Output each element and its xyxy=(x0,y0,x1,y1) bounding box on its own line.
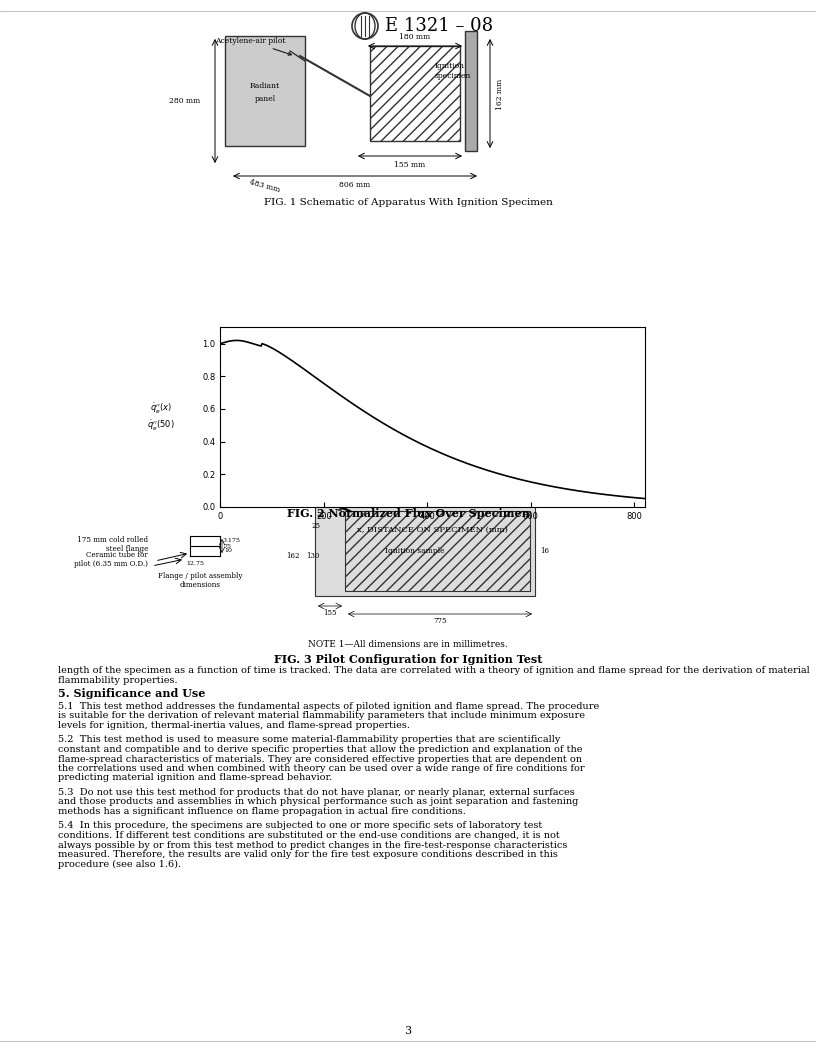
Text: 75: 75 xyxy=(224,544,232,548)
Text: Radiant: Radiant xyxy=(250,82,280,90)
Text: 162 mm: 162 mm xyxy=(496,78,504,110)
Text: 16: 16 xyxy=(540,547,549,555)
Text: 180 mm: 180 mm xyxy=(399,33,431,41)
Text: NOTE 1—All dimensions are in millimetres.: NOTE 1—All dimensions are in millimetres… xyxy=(308,640,508,649)
Text: Acetylene-air pilot: Acetylene-air pilot xyxy=(215,37,291,55)
Text: conditions. If different test conditions are substituted or the end-use conditio: conditions. If different test conditions… xyxy=(58,831,560,840)
Text: length of the specimen as a function of time is tracked. The data are correlated: length of the specimen as a function of … xyxy=(58,666,809,685)
Text: always possible by or from this test method to predict changes in the fire-test-: always possible by or from this test met… xyxy=(58,841,567,849)
Text: 483 mm: 483 mm xyxy=(249,178,282,194)
Bar xyxy=(225,36,305,146)
Text: Ceramic tube for
pilot (6.35 mm O.D.): Ceramic tube for pilot (6.35 mm O.D.) xyxy=(74,551,148,568)
Text: 3.175: 3.175 xyxy=(222,538,240,543)
Text: FIG. 1 Schematic of Apparatus With Ignition Specimen: FIG. 1 Schematic of Apparatus With Ignit… xyxy=(264,199,552,207)
Bar xyxy=(345,511,530,591)
Bar xyxy=(465,31,477,151)
Text: flame-spread characteristics of materials. They are considered effective propert: flame-spread characteristics of material… xyxy=(58,754,582,763)
Text: E 1321 – 08: E 1321 – 08 xyxy=(385,17,493,35)
Text: 5.4  In this procedure, the specimens are subjected to one or more specific sets: 5.4 In this procedure, the specimens are… xyxy=(58,822,543,830)
Text: methods has a significant influence on flame propagation in actual fire conditio: methods has a significant influence on f… xyxy=(58,807,466,816)
Text: Flange / pilot assembly
dimensions: Flange / pilot assembly dimensions xyxy=(157,572,242,589)
Text: 155 mm: 155 mm xyxy=(394,161,426,169)
Text: 775: 775 xyxy=(433,617,446,625)
Text: 25: 25 xyxy=(311,522,320,530)
Text: 175 mm cold rolled
steel flange: 175 mm cold rolled steel flange xyxy=(77,536,148,553)
Text: procedure (see also 1.6).: procedure (see also 1.6). xyxy=(58,860,181,869)
Text: constant and compatible and to derive specific properties that allow the predict: constant and compatible and to derive sp… xyxy=(58,744,583,754)
Text: 3: 3 xyxy=(405,1026,411,1036)
Text: 75: 75 xyxy=(301,497,310,505)
Text: 806 mm: 806 mm xyxy=(339,181,370,189)
Text: 280 mm: 280 mm xyxy=(169,97,200,105)
Text: measured. Therefore, the results are valid only for the fire test exposure condi: measured. Therefore, the results are val… xyxy=(58,850,558,859)
Text: Ignition sample: Ignition sample xyxy=(385,547,445,555)
Text: predicting material ignition and flame-spread behavior.: predicting material ignition and flame-s… xyxy=(58,773,332,782)
Text: 5.2  This test method is used to measure some material-flammability properties t: 5.2 This test method is used to measure … xyxy=(58,735,561,744)
Text: 5. Significance and Use: 5. Significance and Use xyxy=(58,689,206,699)
Text: 155: 155 xyxy=(323,609,337,617)
Text: 5.3  Do not use this test method for products that do not have planar, or nearly: 5.3 Do not use this test method for prod… xyxy=(58,788,574,797)
Text: levels for ignition, thermal-inertia values, and flame-spread properties.: levels for ignition, thermal-inertia val… xyxy=(58,721,410,730)
Text: 130: 130 xyxy=(307,552,320,560)
Text: 5.1  This test method addresses the fundamental aspects of piloted ignition and : 5.1 This test method addresses the funda… xyxy=(58,702,599,711)
Text: Flange: Flange xyxy=(339,495,395,511)
Bar xyxy=(370,46,460,142)
Text: 10: 10 xyxy=(224,548,232,553)
Text: 180: 180 xyxy=(323,470,337,478)
Text: Pilot flame: Pilot flame xyxy=(344,485,410,501)
Y-axis label: $\dot{q}_e^{\prime\prime}(x)$
$\dot{q}_e^{\prime\prime}(50)$: $\dot{q}_e^{\prime\prime}(x)$ $\dot{q}_e… xyxy=(147,401,175,433)
Text: 12.75: 12.75 xyxy=(186,561,204,566)
Text: Ignition
specimen: Ignition specimen xyxy=(435,62,472,79)
X-axis label: x, DISTANCE ON SPECIMEN (mm): x, DISTANCE ON SPECIMEN (mm) xyxy=(357,526,508,534)
Text: panel: panel xyxy=(255,95,276,103)
Text: Holder: Holder xyxy=(545,497,570,505)
Text: FIG. 3 Pilot Configuration for Ignition Test: FIG. 3 Pilot Configuration for Ignition … xyxy=(274,654,542,665)
Text: and those products and assemblies in which physical performance such as joint se: and those products and assemblies in whi… xyxy=(58,797,579,807)
Text: the correlations used and when combined with theory can be used over a wide rang: the correlations used and when combined … xyxy=(58,763,584,773)
Text: is suitable for the derivation of relevant material flammability parameters that: is suitable for the derivation of releva… xyxy=(58,712,585,720)
Text: FIG. 2 Normalized Flux Over Specimen: FIG. 2 Normalized Flux Over Specimen xyxy=(286,508,530,518)
Bar xyxy=(315,506,535,596)
Text: 162: 162 xyxy=(286,552,300,560)
